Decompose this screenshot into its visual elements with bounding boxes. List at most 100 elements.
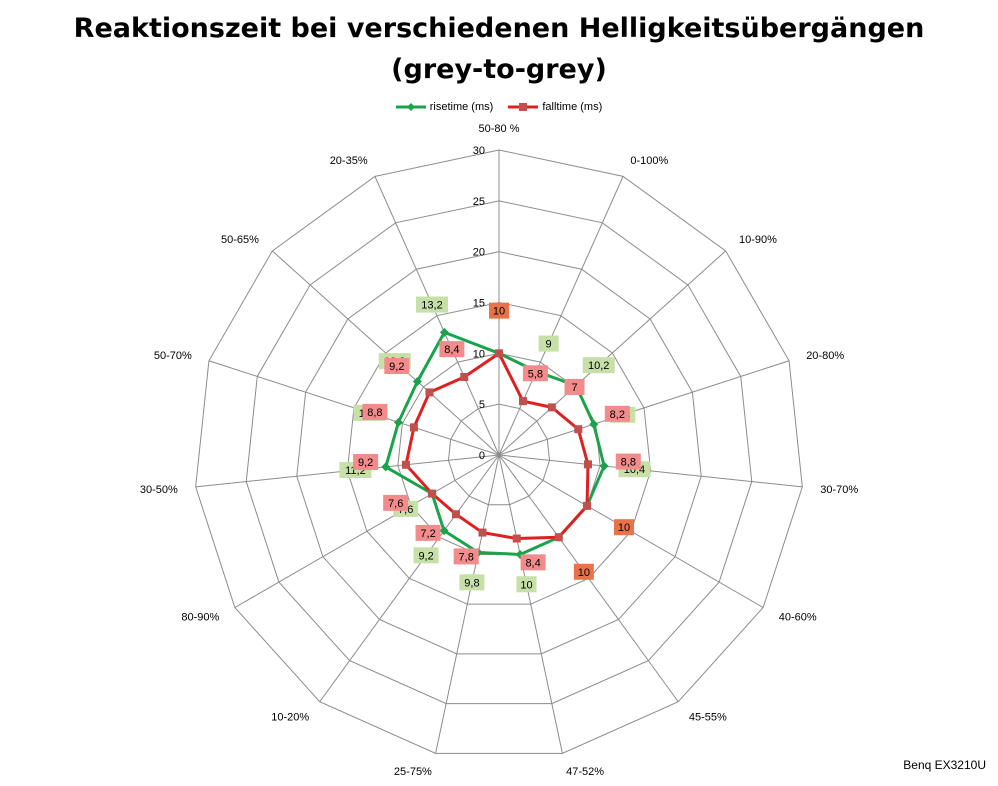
category-label: 30-70% — [820, 484, 858, 496]
risetime-data-label: 13,2 — [421, 300, 442, 312]
falltime-point — [451, 510, 460, 519]
falltime-point — [583, 460, 592, 469]
grid-spoke — [498, 250, 726, 456]
falltime-point — [478, 528, 487, 537]
falltime-data-label-bg — [384, 358, 410, 375]
category-label: 50-80 % — [479, 123, 520, 135]
chart-title-line2: (grey-to-grey) — [391, 54, 607, 85]
falltime-point — [518, 397, 527, 406]
category-label: 30-50% — [140, 484, 178, 496]
falltime-data-label-bg — [520, 554, 546, 571]
series-line-risetime — [384, 330, 606, 556]
category-label: 40-60% — [779, 612, 817, 624]
falltime-data-label-bg — [362, 403, 388, 420]
data-labels: 1095,810,279,88,210,48,81010108,49,87,89… — [339, 296, 651, 593]
radar-grid — [195, 149, 803, 754]
falltime-point — [428, 489, 437, 498]
category-labels: 50-80 % 0-100% 10-90% 20-80% 30-70% 40-60% 45-… — [140, 123, 859, 778]
risetime-data-label: 9,8 — [464, 577, 479, 589]
falltime-data-label-bg — [439, 341, 465, 358]
series-line-falltime — [404, 352, 590, 541]
category-label: 10-20% — [271, 711, 309, 723]
legend: risetime (ms) falltime (ms) — [0, 101, 998, 115]
falltime-point — [425, 388, 434, 397]
risetime-point — [599, 461, 609, 471]
grid-ring-25 — [245, 200, 753, 705]
tick-label-30: 30 — [473, 145, 485, 157]
risetime-data-label: 10 — [520, 579, 532, 591]
category-label: 20-80% — [806, 350, 844, 362]
falltime-data-label-bg — [604, 405, 630, 422]
category-label: 0-100% — [630, 155, 668, 167]
risetime-data-label-bg — [538, 335, 559, 352]
falltime-data-label: 7,2 — [420, 528, 435, 540]
falltime-data-label: 7,8 — [459, 551, 474, 563]
grid-ring-5 — [447, 403, 551, 506]
falltime-point — [547, 403, 556, 412]
tick-label-10: 10 — [473, 348, 485, 360]
footnote: Benq EX3210U — [903, 758, 986, 772]
grid-spoke — [272, 250, 500, 456]
risetime-point — [393, 417, 403, 427]
risetime-point — [589, 419, 599, 429]
falltime-data-label: 8,4 — [444, 344, 459, 356]
falltime-point — [583, 501, 592, 510]
falltime-point — [460, 372, 469, 381]
falltime-data-label-bg — [353, 453, 379, 470]
risetime-data-label-bg — [413, 547, 439, 564]
category-label: 50-65% — [221, 234, 259, 246]
grid-spoke — [498, 454, 803, 488]
legend-falltime-marker-icon — [508, 103, 539, 111]
grid-spoke — [498, 360, 790, 456]
falltime-data-label-bg — [522, 365, 548, 382]
falltime-data-label: 5,8 — [528, 368, 543, 380]
risetime-point — [381, 462, 391, 472]
falltime-data-label-bg — [615, 453, 641, 470]
falltime-data-label: 7 — [571, 382, 577, 394]
falltime-data-label: 9,2 — [389, 361, 404, 373]
falltime-data-label-bg — [573, 563, 594, 580]
tick-label-5: 5 — [479, 399, 485, 411]
series-layer — [381, 327, 609, 559]
falltime-data-label: 10 — [618, 522, 630, 534]
falltime-data-label: 7,6 — [388, 498, 403, 510]
grid-ring-30 — [195, 149, 803, 754]
tick-label-20: 20 — [473, 247, 485, 259]
falltime-data-label-bg — [614, 519, 635, 536]
grid-ring-15 — [346, 301, 652, 605]
falltime-data-label: 10 — [493, 306, 505, 318]
risetime-data-label-bg — [516, 576, 537, 593]
legend-risetime-label: risetime (ms) — [429, 101, 494, 113]
chart-title: Reaktionszeit bei verschiedenen Helligke… — [0, 8, 998, 90]
legend-risetime-marker-icon — [395, 103, 426, 111]
radial-tick-labels: 0 5 10 15 20 25 30 — [473, 145, 485, 462]
falltime-data-label-bg — [564, 378, 585, 395]
legend-falltime-label: falltime (ms) — [542, 101, 603, 113]
falltime-data-label: 9,2 — [358, 457, 373, 469]
falltime-data-label: 8,8 — [367, 407, 382, 419]
falltime-data-label: 8,4 — [525, 557, 540, 569]
falltime-data-label: 8,8 — [621, 457, 636, 469]
risetime-data-label-bg — [459, 574, 485, 591]
falltime-data-label-bg — [383, 494, 409, 511]
grid-ring-20 — [296, 251, 702, 655]
grid-spoke — [498, 454, 563, 754]
falltime-data-label: 8,2 — [610, 409, 625, 421]
falltime-data-label: 10 — [578, 567, 590, 579]
risetime-point — [439, 526, 449, 536]
risetime-data-label-bg — [416, 296, 449, 313]
falltime-data-label-bg — [415, 524, 441, 541]
falltime-point — [574, 425, 583, 434]
falltime-point — [409, 423, 418, 432]
grid-spoke — [234, 454, 500, 608]
grid-spoke — [498, 176, 624, 456]
risetime-data-label-bg — [582, 357, 615, 374]
falltime-point — [401, 460, 410, 469]
falltime-point — [512, 534, 521, 543]
risetime-data-label: 9 — [546, 339, 552, 351]
falltime-data-label-bg — [453, 548, 479, 565]
category-label: 10-90% — [739, 234, 777, 246]
category-label: 45-55% — [689, 711, 727, 723]
legend-item-risetime: risetime (ms) — [395, 101, 494, 113]
